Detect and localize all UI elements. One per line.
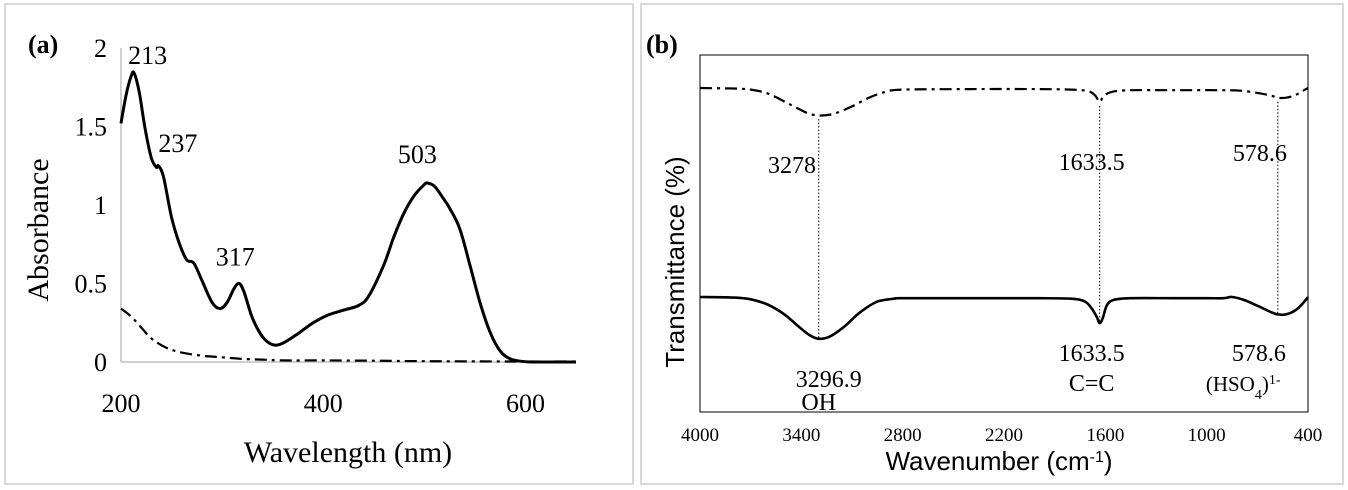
peak-label: 1633.5	[1059, 341, 1125, 367]
peak-label: 237	[158, 129, 197, 158]
x-tick-label: 1000	[1188, 425, 1226, 446]
peak-label: 3278	[768, 153, 816, 179]
plot-frame	[699, 54, 1309, 413]
y-tick-label: 0.5	[75, 270, 108, 299]
uv-vis-chart: (a) Absorbance Wavelength (nm) 0 0.5 1 1.5 2…	[22, 30, 577, 469]
panel-b: (b) Transmittance (%) Wavenumber (cm-1) …	[640, 3, 1344, 485]
peak-label: 578.6	[1233, 141, 1287, 167]
x-axis-label: Wavelength (nm)	[244, 436, 452, 469]
x-tick-label: 3400	[782, 425, 820, 446]
series-line-solid	[119, 70, 576, 364]
peak-label: (HSO4)1-	[1206, 372, 1281, 403]
x-tick-label: 2800	[884, 425, 922, 446]
x-tick-label: 2200	[985, 425, 1023, 446]
x-tick-label: 200	[102, 389, 141, 418]
peak-label: 3296.9	[796, 367, 862, 393]
peak-label: 213	[128, 41, 167, 70]
x-tick-label: 400	[304, 389, 343, 418]
peak-label: OH	[801, 390, 836, 416]
y-axis-label: Absorbance	[22, 158, 55, 301]
peak-label: 317	[216, 243, 255, 272]
x-tick-label: 4000	[681, 425, 719, 446]
y-tick-label: 2	[94, 34, 107, 63]
x-axis-label: Wavenumber (cm-1)	[885, 446, 1112, 476]
x-tick-label: 400	[1294, 425, 1323, 446]
series-line-dashdot	[699, 86, 1309, 117]
y-tick-label: 0	[94, 348, 107, 377]
panel-label-b: (b)	[646, 30, 678, 59]
x-tick-label: 600	[506, 389, 545, 418]
y-tick-label: 1	[94, 191, 107, 220]
ftir-chart: (b) Transmittance (%) Wavenumber (cm-1) …	[646, 30, 1323, 476]
panel-label-a: (a)	[28, 30, 58, 59]
x-tick-label: 1600	[1086, 425, 1124, 446]
series-line-dashdot	[120, 307, 577, 363]
y-axis-label: Transmittance (%)	[660, 156, 690, 367]
peak-label: 503	[398, 140, 437, 169]
peak-label: C=C	[1069, 371, 1115, 397]
peak-label: 578.6	[1232, 341, 1286, 367]
panel-a: (a) Absorbance Wavelength (nm) 0 0.5 1 1.5 2…	[4, 3, 634, 485]
series-line-solid	[699, 295, 1310, 341]
y-tick-label: 1.5	[75, 113, 108, 142]
peak-label: 1633.5	[1059, 150, 1125, 176]
